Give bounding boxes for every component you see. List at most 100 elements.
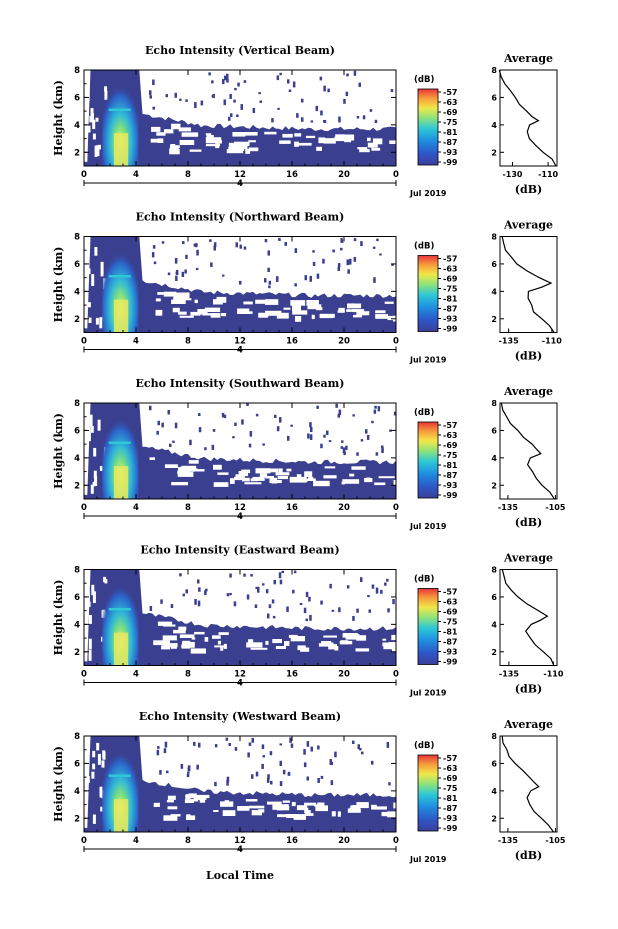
echo-gap (173, 629, 186, 634)
echo-speck (277, 107, 280, 110)
echo-gap (99, 466, 103, 471)
echo-speck (391, 263, 394, 266)
echo-speck (161, 422, 164, 428)
echo-speck (309, 275, 312, 282)
echo-gap (93, 447, 97, 457)
echo-speck (335, 403, 338, 408)
colorbar-tick-label: -63 (443, 598, 457, 607)
echo-speck (265, 589, 269, 594)
echo-gap (243, 301, 253, 305)
echo-speck (209, 239, 212, 242)
echo-gap (250, 478, 259, 482)
beam-panel-0: Echo Intensity (Vertical Beam) Height (km… (52, 44, 559, 198)
echo-speck (175, 269, 179, 275)
echo-speck (327, 88, 330, 93)
echo-speck (229, 573, 232, 578)
y-tick-label: 8 (74, 399, 80, 409)
echo-gap (307, 810, 311, 814)
y-tick-label: 8 (74, 566, 80, 576)
echo-gap (150, 138, 162, 143)
echo-speck (165, 94, 168, 98)
y-tick-label: 6 (74, 426, 80, 436)
echo-speck (164, 741, 168, 748)
echo-gap (311, 314, 315, 320)
echo-speck (284, 242, 287, 246)
echo-gap (220, 801, 234, 807)
colorbar-title: (dB) (414, 575, 434, 585)
echo-gap (181, 465, 197, 471)
x-tick-label: 4 (133, 170, 139, 180)
avg-y-tick-label: 4 (491, 121, 497, 130)
echo-speck (309, 422, 312, 428)
echo-speck (268, 280, 272, 285)
colorbar (417, 421, 439, 499)
colorbar-tick-label: -63 (443, 764, 457, 773)
avg-x-label: (dB) (515, 183, 542, 196)
echo-gap (284, 641, 290, 646)
echo-speck (226, 593, 230, 597)
echo-speck (279, 743, 282, 746)
echo-gap (304, 471, 313, 478)
echo-speck (169, 443, 172, 447)
colorbar-tick-label: -93 (443, 148, 457, 157)
echo-speck (271, 599, 275, 604)
colorbar-tick-label: -57 (443, 421, 457, 430)
x-tick-label: 16 (286, 670, 298, 680)
echo-speck (371, 760, 374, 765)
colorbar-tick-label: -99 (443, 325, 458, 334)
echo-speck (272, 615, 276, 619)
date-month-label: Jul 2019 (409, 522, 447, 531)
avg-y-tick-label: 6 (491, 593, 497, 602)
echo-gap (88, 615, 92, 624)
colorbar-tick-label: -93 (443, 648, 457, 657)
echo-speck (361, 751, 364, 755)
echo-gap (277, 476, 288, 480)
echo-gap (267, 801, 282, 805)
echo-gap (324, 466, 336, 469)
echo-speck (174, 92, 177, 98)
echo-gap (92, 750, 96, 758)
echo-gap (343, 134, 355, 141)
x-tick-label: 12 (234, 670, 246, 680)
echo-gap (351, 466, 366, 470)
echo-gap (307, 304, 322, 310)
echo-speck (279, 781, 283, 786)
echo-speck (229, 592, 232, 596)
echo-speck (290, 424, 293, 427)
echo-gap (237, 308, 250, 314)
echo-speck (196, 249, 199, 256)
echo-speck (212, 429, 216, 432)
echo-gap (323, 635, 337, 638)
echo-speck (312, 261, 316, 266)
x-tick-label: 0 (81, 170, 87, 180)
colorbar-tick-label: -57 (443, 255, 457, 264)
average-title: Average (503, 219, 553, 232)
x-tick-label: 16 (286, 503, 298, 513)
avg-x-tick-label: -110 (542, 337, 562, 346)
echo-speck (320, 443, 323, 449)
echo-gap (213, 299, 223, 305)
echo-speck (204, 447, 207, 451)
echo-gap (92, 133, 96, 140)
echo-gap (359, 149, 370, 153)
echo-speck (267, 774, 270, 780)
y-tick-label: 6 (74, 93, 80, 103)
echo-speck (340, 247, 343, 251)
echo-speck (226, 78, 229, 83)
echo-speck (360, 577, 363, 582)
echo-gap (179, 634, 195, 638)
echo-speck (353, 70, 357, 76)
echo-gap (288, 634, 298, 638)
colorbar-tick-label: -87 (443, 471, 457, 480)
echo-gap (210, 313, 221, 318)
colorbar-tick-label: -63 (443, 431, 457, 440)
echo-gap (344, 137, 352, 143)
echo-speck (185, 99, 188, 102)
echo-speck (375, 587, 379, 594)
echo-gap (86, 776, 90, 783)
echo-speck (326, 430, 329, 435)
y-tick-label: 4 (74, 287, 80, 297)
y-tick-label: 2 (74, 315, 80, 325)
colorbar-tick-label: -75 (443, 451, 458, 460)
echo-gap (314, 804, 322, 807)
